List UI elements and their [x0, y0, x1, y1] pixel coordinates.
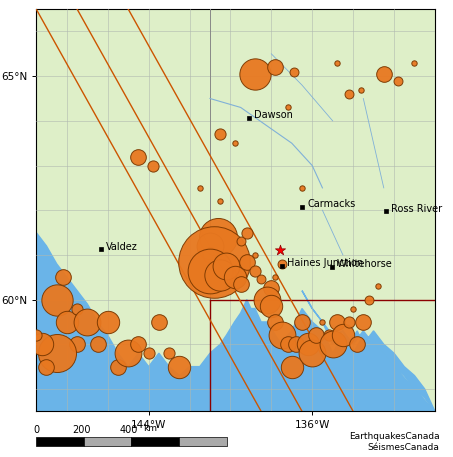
Point: [288, 363, 295, 370]
Point: [53, 296, 60, 303]
Point: [299, 184, 306, 191]
Point: [257, 276, 265, 283]
Point: [251, 251, 259, 259]
Point: [73, 305, 81, 312]
Point: [207, 242, 214, 250]
Point: [115, 363, 122, 370]
Point: [207, 251, 214, 259]
Point: [217, 131, 224, 138]
Point: [39, 340, 46, 348]
Point: [243, 258, 251, 265]
Point: [272, 318, 279, 325]
Point: [360, 318, 367, 325]
Point: [251, 267, 259, 274]
Text: Valdez: Valdez: [106, 242, 138, 252]
Point: [366, 296, 373, 303]
Point: [304, 340, 312, 348]
Point: [59, 274, 67, 281]
Text: km: km: [143, 424, 157, 433]
Point: [251, 70, 259, 78]
Point: [125, 350, 132, 357]
Text: Carmacks: Carmacks: [307, 199, 355, 209]
Point: [223, 262, 230, 270]
Point: [243, 229, 251, 236]
Point: [149, 162, 156, 169]
Point: [395, 77, 402, 84]
Point: [33, 332, 40, 339]
Point: [135, 340, 142, 348]
Point: [339, 332, 347, 339]
Point: [374, 282, 381, 290]
Point: [278, 332, 285, 339]
Point: [268, 303, 275, 310]
Polygon shape: [36, 9, 435, 411]
Point: [53, 350, 60, 357]
Point: [313, 332, 320, 339]
Text: Haines Junction: Haines Junction: [287, 257, 363, 267]
Point: [196, 184, 203, 191]
Point: [264, 296, 271, 303]
Point: [176, 363, 183, 370]
Point: [231, 274, 238, 281]
Point: [325, 332, 332, 339]
Point: [231, 139, 238, 147]
Text: Ross River: Ross River: [391, 204, 442, 214]
Point: [292, 340, 299, 348]
Point: [411, 59, 418, 66]
Polygon shape: [36, 9, 435, 233]
Point: [217, 271, 224, 279]
Point: [268, 285, 275, 292]
Point: [207, 267, 214, 274]
Point: [211, 258, 218, 265]
Point: [155, 318, 163, 325]
Text: EarthquakesCanada
SéismesCanada: EarthquakesCanada SéismesCanada: [349, 432, 439, 452]
Point: [272, 64, 279, 71]
Point: [165, 350, 173, 357]
Point: [94, 340, 101, 348]
Point: [237, 280, 244, 287]
Point: [358, 86, 365, 93]
Point: [333, 59, 340, 66]
Polygon shape: [36, 233, 435, 411]
Point: [319, 318, 326, 325]
Point: [284, 340, 291, 348]
Point: [284, 104, 291, 111]
Point: [345, 90, 352, 98]
Text: 200: 200: [72, 425, 91, 435]
Point: [145, 350, 152, 357]
Text: 0: 0: [33, 425, 39, 435]
Point: [354, 340, 361, 348]
Point: [73, 340, 81, 348]
Point: [217, 197, 224, 205]
Point: [345, 318, 352, 325]
Point: [299, 318, 306, 325]
Point: [215, 234, 222, 241]
Point: [278, 260, 285, 267]
Point: [84, 318, 91, 325]
Polygon shape: [302, 291, 435, 411]
Point: [135, 153, 142, 160]
Point: [333, 318, 340, 325]
Point: [276, 247, 283, 254]
Point: [349, 305, 357, 312]
Point: [63, 318, 71, 325]
Point: [380, 70, 387, 78]
Point: [43, 363, 50, 370]
Point: [272, 274, 279, 281]
Text: Whitehorse: Whitehorse: [337, 259, 392, 269]
Point: [237, 238, 244, 245]
Text: 400: 400: [120, 425, 138, 435]
Point: [308, 350, 316, 357]
Point: [104, 318, 111, 325]
Point: [290, 68, 298, 75]
Point: [329, 340, 336, 348]
Text: Dawson: Dawson: [254, 111, 293, 121]
